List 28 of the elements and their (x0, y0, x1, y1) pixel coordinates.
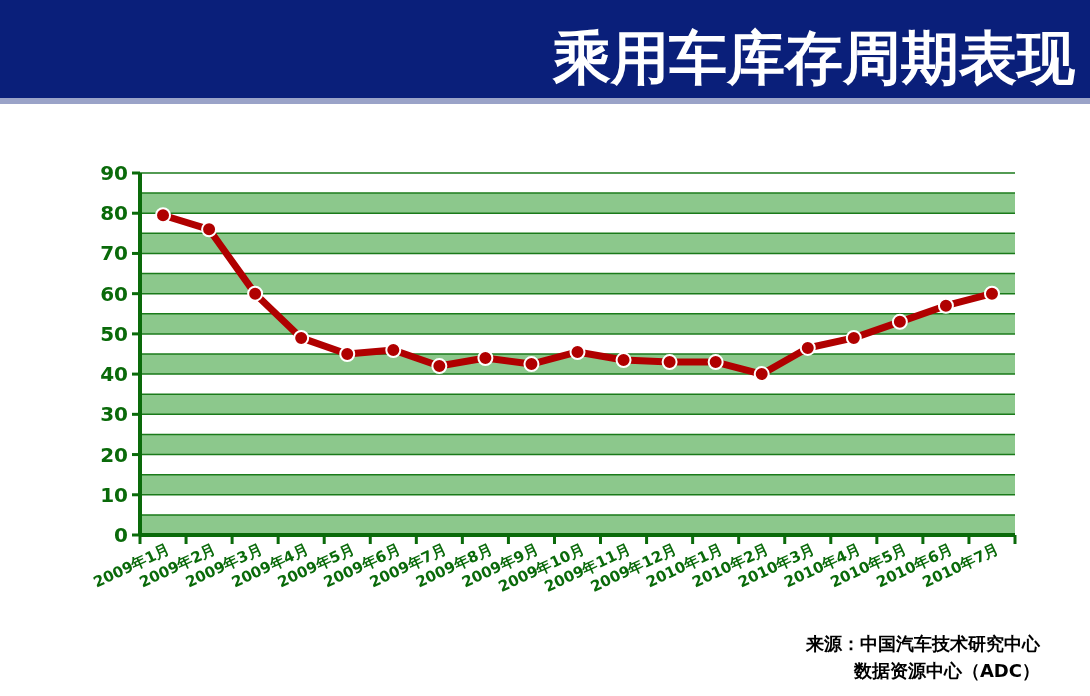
y-tick-label: 20 (100, 442, 128, 467)
point (431, 358, 448, 375)
point (293, 329, 310, 346)
point (339, 346, 356, 362)
y-tick-label: 30 (100, 402, 128, 427)
point (247, 285, 264, 302)
y-tick-label: 90 (100, 161, 128, 185)
y-tick-label: 80 (100, 201, 128, 226)
y-tick-label: 40 (100, 362, 128, 387)
y-tick-label: 60 (100, 281, 128, 306)
chart-title: 乘用车库存周期表现 (552, 24, 1076, 92)
point (201, 221, 218, 238)
y-tick-label: 50 (100, 321, 128, 346)
y-tick-label: 70 (100, 241, 128, 266)
point (477, 350, 494, 367)
text: 数据资源中心（ADC） (852, 660, 1040, 681)
point (937, 297, 954, 314)
point (523, 356, 540, 373)
point (845, 329, 862, 346)
point (891, 313, 908, 330)
y-tick-label: 10 (100, 482, 128, 507)
y-tick-label: 0 (114, 523, 128, 547)
point (155, 207, 172, 224)
source-note: 来源：中国汽车技术研究中心 (805, 633, 1041, 654)
point (661, 354, 678, 371)
point (983, 285, 1000, 302)
point (615, 352, 632, 369)
point (707, 354, 724, 371)
